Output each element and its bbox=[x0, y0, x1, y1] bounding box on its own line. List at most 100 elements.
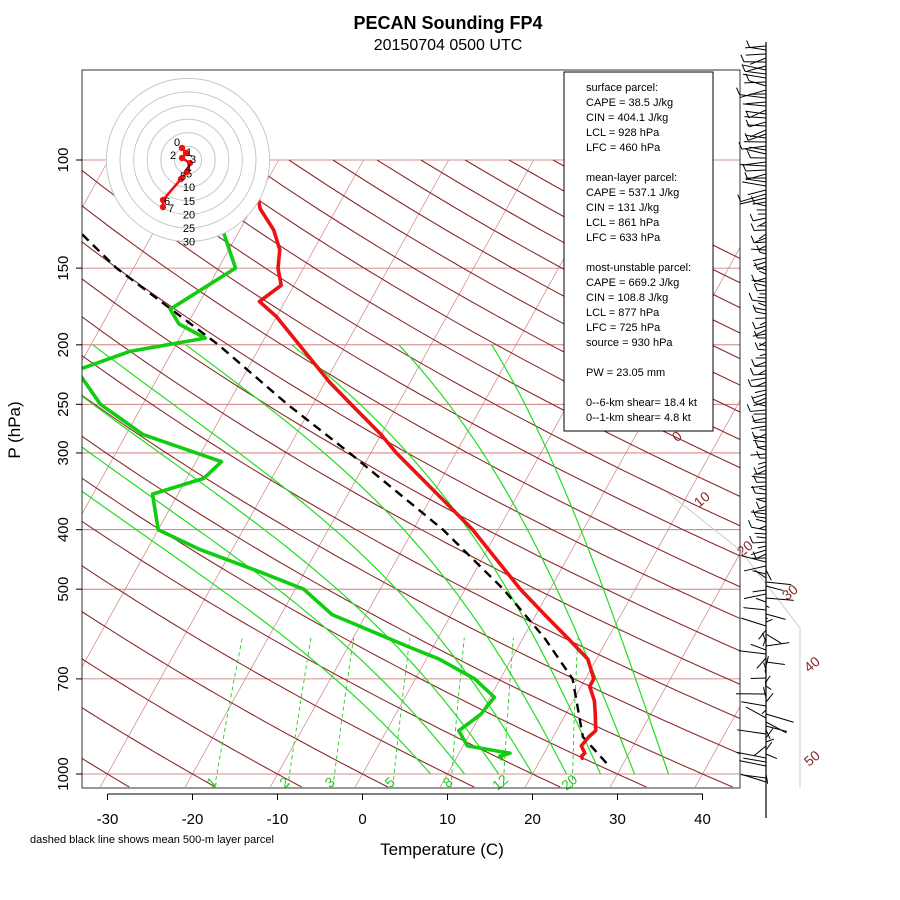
wind-barb bbox=[754, 202, 767, 207]
wind-barb bbox=[755, 325, 767, 330]
isotherm bbox=[184, 159, 534, 788]
wind-barb bbox=[753, 435, 767, 439]
wind-barb bbox=[752, 541, 767, 544]
wind-barb bbox=[739, 760, 767, 767]
wind-barb-flag bbox=[742, 163, 747, 172]
wind-barb bbox=[749, 46, 767, 51]
wind-barb bbox=[756, 329, 767, 335]
wind-barb bbox=[759, 251, 767, 255]
wind-barb bbox=[745, 173, 767, 181]
wind-barb bbox=[765, 613, 786, 620]
wind-barb bbox=[765, 617, 768, 620]
wind-barb bbox=[741, 617, 767, 627]
wind-barb bbox=[753, 401, 767, 407]
wind-barb bbox=[743, 607, 767, 611]
y-tick-label: 150 bbox=[55, 256, 72, 281]
wind-barb bbox=[755, 597, 767, 603]
wind-barb-flag bbox=[747, 379, 752, 387]
stats-line: surface parcel: bbox=[586, 82, 658, 94]
wind-barb bbox=[758, 270, 767, 275]
moist-adiabat bbox=[82, 446, 465, 775]
wind-barb-flag bbox=[753, 283, 758, 292]
wind-barb bbox=[757, 289, 767, 292]
hodograph-point bbox=[177, 175, 185, 183]
wind-barb bbox=[757, 221, 767, 228]
wind-barb-flag bbox=[749, 367, 754, 376]
hodograph-ring bbox=[119, 91, 257, 229]
wind-barb bbox=[752, 333, 767, 337]
wind-barb bbox=[765, 675, 771, 683]
wind-barb bbox=[751, 425, 767, 430]
wind-barb bbox=[755, 518, 767, 523]
wind-barb-flag bbox=[746, 150, 751, 158]
theta-guide bbox=[667, 492, 801, 788]
x-tick-label: 10 bbox=[439, 811, 456, 828]
wind-barb-flag bbox=[752, 509, 757, 517]
wind-barb bbox=[765, 753, 778, 760]
hodograph-ring-label: 10 bbox=[183, 182, 195, 194]
wind-barb-flag bbox=[754, 262, 759, 270]
moist-adiabat bbox=[92, 344, 534, 775]
wind-barb bbox=[758, 245, 767, 250]
wind-barb bbox=[755, 509, 767, 512]
hodograph-ring-label: 15 bbox=[183, 196, 195, 208]
wind-barb bbox=[754, 421, 767, 424]
wind-barb bbox=[745, 148, 767, 155]
x-tick-label: 40 bbox=[694, 811, 711, 828]
hodograph-point bbox=[178, 154, 186, 162]
wind-barb bbox=[754, 282, 767, 287]
dry-adiabat bbox=[112, 159, 740, 527]
wind-barb bbox=[759, 321, 767, 326]
wind-barb bbox=[765, 633, 782, 644]
wind-barb bbox=[763, 686, 767, 699]
wind-barb-flag bbox=[751, 359, 756, 367]
stats-line: LFC = 460 hPa bbox=[586, 142, 661, 154]
isotherm bbox=[439, 246, 740, 788]
hodograph-point bbox=[159, 196, 167, 204]
y-axis: 100 150 200 250 300 400 500 700 1000 bbox=[55, 147, 82, 791]
x-axis-label: Temperature (C) bbox=[380, 840, 504, 859]
sounding-curves bbox=[82, 159, 608, 764]
y-tick-label: 300 bbox=[55, 440, 72, 465]
dry-adiabat bbox=[82, 565, 475, 788]
wind-barb bbox=[758, 266, 767, 271]
wind-barb bbox=[745, 169, 767, 172]
hodograph-point-label: 6 bbox=[164, 196, 170, 208]
wind-barb bbox=[765, 741, 773, 751]
wind-barb bbox=[752, 570, 767, 575]
moist-adiabat bbox=[185, 344, 568, 775]
isotherm bbox=[82, 159, 194, 362]
wind-barb bbox=[765, 685, 772, 690]
mixing-ratio-line bbox=[502, 637, 514, 788]
dry-adiabat bbox=[82, 205, 740, 588]
stats-line: CIN = 131 J/kg bbox=[586, 202, 659, 214]
hodograph-point bbox=[186, 159, 194, 167]
wind-barb bbox=[765, 713, 794, 723]
wind-barb bbox=[759, 343, 767, 347]
wind-barb bbox=[765, 642, 790, 647]
wind-barb bbox=[761, 709, 767, 715]
hodograph-point-label: 5 bbox=[180, 171, 186, 183]
mixing-ratio-line bbox=[214, 637, 243, 788]
hodograph-point-label: 0 bbox=[174, 137, 180, 149]
wind-barb-flag bbox=[749, 535, 754, 544]
wind-barb-flag bbox=[745, 119, 750, 128]
stats-line: CIN = 404.1 J/kg bbox=[586, 112, 668, 124]
hodograph-ring bbox=[160, 132, 216, 188]
hodograph-point bbox=[178, 144, 186, 152]
y-tick-label: 250 bbox=[55, 392, 72, 417]
wind-barb bbox=[765, 605, 770, 608]
wind-barb bbox=[757, 265, 767, 271]
wind-barb bbox=[751, 279, 767, 283]
x-tick-label: 20 bbox=[524, 811, 541, 828]
isotherm bbox=[524, 399, 740, 788]
x-tick-label: -30 bbox=[97, 811, 119, 828]
stats-line: LCL = 877 hPa bbox=[586, 307, 660, 319]
wind-barb bbox=[765, 656, 769, 667]
wind-barb bbox=[741, 181, 767, 187]
stats-line: source = 930 hPa bbox=[586, 337, 673, 349]
stats-line: CAPE = 537.1 J/kg bbox=[586, 187, 679, 199]
wind-barb bbox=[745, 45, 767, 49]
wind-barb bbox=[756, 498, 767, 503]
